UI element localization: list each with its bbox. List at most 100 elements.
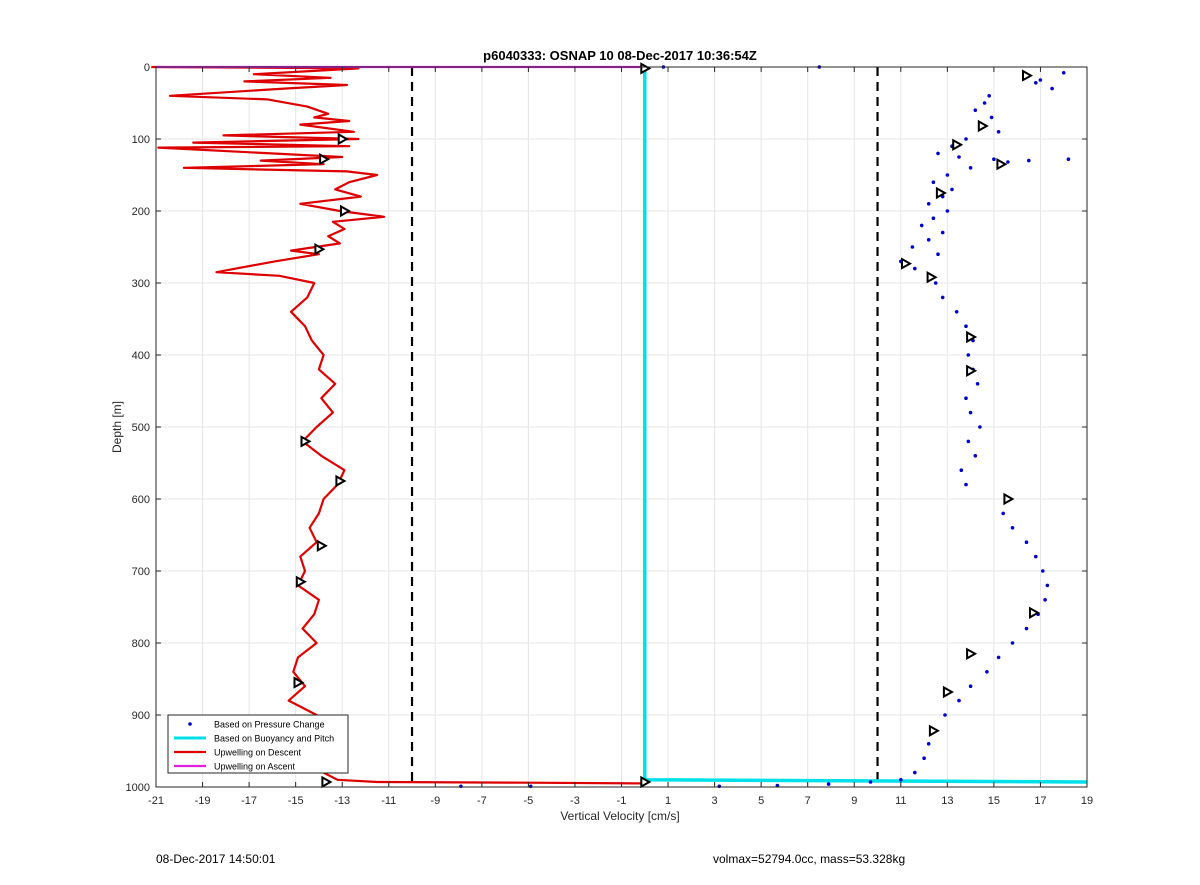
data-point — [826, 782, 831, 786]
y-tick-label: 1000 — [126, 782, 150, 794]
data-point — [931, 216, 936, 220]
data-point — [996, 655, 1001, 660]
data-point — [1024, 540, 1029, 544]
data-point — [936, 151, 940, 156]
marker-triangle — [966, 330, 978, 344]
data-point — [926, 742, 931, 746]
legend-dot-swatch — [188, 722, 192, 726]
x-tick-label: -1 — [617, 795, 627, 807]
data-point — [1034, 554, 1038, 559]
data-point — [968, 166, 973, 170]
x-tick-label: -21 — [148, 795, 164, 807]
marker-triangle — [935, 186, 947, 200]
data-point — [985, 670, 989, 674]
timestamp-footer: 08-Dec-2017 14:50:01 — [156, 852, 276, 866]
data-point — [933, 281, 938, 285]
data-point — [1010, 526, 1015, 530]
data-point — [978, 425, 982, 429]
data-point — [1010, 641, 1015, 645]
x-tick-label: -13 — [334, 795, 350, 807]
series-line — [151, 65, 645, 785]
data-point — [954, 310, 959, 314]
data-point — [989, 115, 994, 120]
data-point — [1043, 598, 1047, 602]
x-tick-label: 13 — [941, 795, 953, 807]
marker-triangle — [319, 152, 331, 166]
marker-triangle — [996, 157, 1008, 171]
data-point — [868, 780, 873, 784]
data-point — [459, 784, 463, 789]
chart-title: p6040333: OSNAP 10 08-Dec-2017 10:36:54Z — [483, 48, 757, 63]
x-tick-label: 17 — [1034, 795, 1046, 807]
x-tick-label: 9 — [851, 795, 857, 807]
y-tick-label: 600 — [132, 494, 150, 506]
y-tick-label: 0 — [144, 62, 150, 74]
data-point — [957, 155, 961, 159]
x-tick-label: 19 — [1081, 795, 1093, 807]
marker-triangle — [300, 435, 312, 448]
legend: Based on Pressure Change Based on Buoyanc… — [167, 714, 349, 774]
x-tick-label: 5 — [758, 795, 764, 807]
y-tick-label: 400 — [132, 350, 150, 362]
data-point — [1027, 158, 1031, 163]
data-point — [968, 410, 973, 415]
marker-triangle — [966, 647, 978, 661]
data-point — [973, 108, 978, 112]
x-tick-label: -15 — [288, 795, 304, 807]
x-tick-label: -17 — [241, 795, 257, 807]
data-point — [717, 784, 722, 789]
data-point — [926, 238, 931, 242]
data-point — [973, 454, 978, 458]
data-point — [945, 209, 950, 213]
data-point — [910, 245, 915, 249]
marker-triangle — [977, 119, 989, 133]
legend-label: Based on Pressure Change — [214, 720, 325, 730]
data-point — [1050, 86, 1054, 91]
data-point — [931, 180, 936, 184]
data-point — [966, 353, 971, 357]
data-point — [1045, 583, 1050, 588]
data-point — [964, 482, 968, 487]
legend-label: Upwelling on Descent — [214, 748, 302, 758]
mass-volume-footer: volmax=52794.0cc, mass=53.328kg — [713, 852, 906, 866]
data-point — [899, 778, 903, 782]
x-axis-ticks: -21 -19 -17 -15 -13 -11 -9 -7 -5 -3 -1 1 3 5 7 9 11 13 15 1… — [148, 67, 1093, 807]
y-tick-label: 500 — [132, 422, 150, 434]
data-point — [922, 756, 926, 760]
y-axis-label: Depth [m] — [110, 401, 124, 453]
marker-triangle — [337, 132, 349, 146]
marker-triangle — [293, 676, 305, 689]
legend-label: Based on Buoyancy and Pitch — [214, 734, 334, 744]
data-point — [913, 770, 917, 775]
x-tick-label: 7 — [805, 795, 811, 807]
x-tick-label: -3 — [570, 795, 580, 807]
data-point — [957, 698, 961, 703]
data-point — [1041, 569, 1045, 573]
data-point — [943, 713, 947, 717]
marker-triangle — [316, 539, 328, 553]
x-tick-label: -7 — [477, 795, 487, 807]
marker-triangle — [1003, 492, 1015, 506]
marker-triangle — [926, 270, 938, 284]
x-tick-label: -19 — [195, 795, 211, 807]
x-tick-label: -9 — [430, 795, 440, 807]
data-point — [1066, 157, 1071, 161]
y-tick-label: 300 — [132, 278, 150, 290]
x-tick-label: 3 — [712, 795, 718, 807]
marker-triangle — [1022, 69, 1034, 82]
data-point — [913, 266, 917, 271]
data-point — [1024, 626, 1029, 631]
marker-triangle — [335, 474, 347, 488]
x-axis-label: Vertical Velocity [cm/s] — [560, 809, 679, 823]
y-axis-ticks: 0 100 200 300 400 500 600 700 800 900 1000 — [126, 62, 1087, 794]
data-point — [982, 101, 987, 105]
marker-triangle — [314, 242, 326, 256]
data-point — [926, 202, 931, 206]
data-point — [996, 130, 1001, 134]
y-tick-label: 100 — [132, 134, 150, 146]
marker-triangle — [295, 575, 307, 589]
data-point — [1006, 160, 1010, 164]
y-tick-label: 800 — [132, 638, 150, 650]
y-tick-label: 200 — [132, 206, 150, 218]
